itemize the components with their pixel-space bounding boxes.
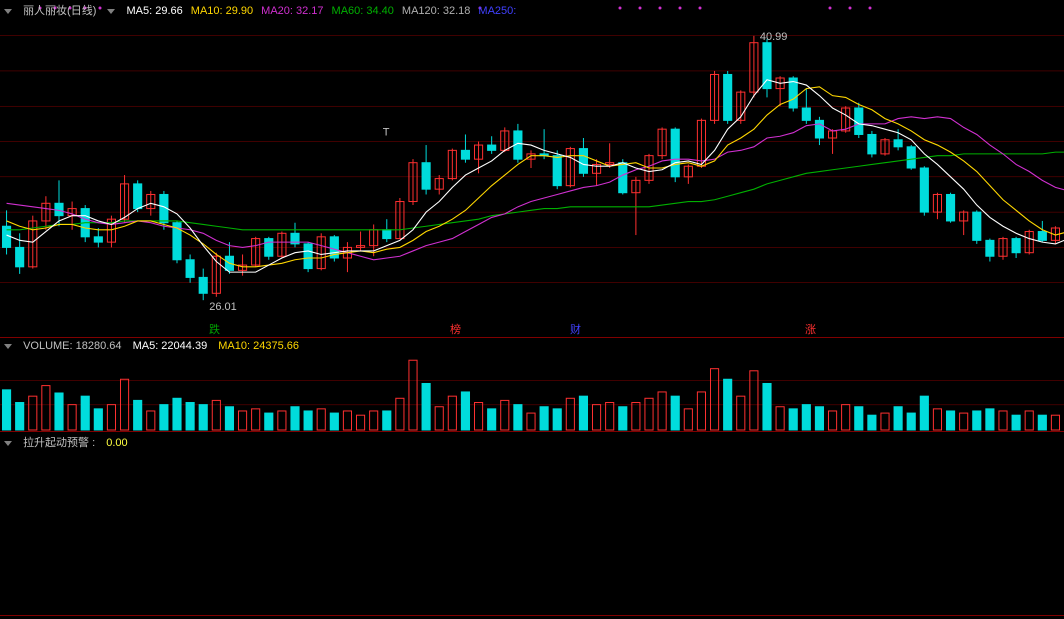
svg-text:T: T bbox=[383, 127, 390, 139]
indicator-panel[interactable]: 拉升起动预警 : 0.00 bbox=[0, 432, 1064, 616]
stock-title: 丽人丽妆(日线) bbox=[23, 5, 96, 17]
chevron-down-icon[interactable] bbox=[107, 9, 115, 14]
volume-label: VOLUME: 18280.64 bbox=[23, 340, 121, 352]
ma-label: MA120: 32.18 bbox=[402, 5, 471, 17]
volume-chart-svg bbox=[0, 338, 1064, 432]
indicator-title: 拉升起动预警 : bbox=[23, 437, 95, 449]
price-chart-panel[interactable]: 丽人丽妆(日线) MA5: 29.66 MA10: 29.90 MA20: 32.1… bbox=[0, 0, 1064, 338]
svg-text:40.99: 40.99 bbox=[760, 31, 788, 43]
indicator-header: 拉升起动预警 : 0.00 bbox=[4, 434, 136, 450]
indicator-value: 0.00 bbox=[106, 437, 127, 449]
chart-tag: 涨 bbox=[805, 321, 816, 337]
chevron-down-icon[interactable] bbox=[4, 344, 12, 349]
volume-header: VOLUME: 18280.64 MA5: 22044.39 MA10: 243… bbox=[4, 340, 307, 352]
ma-label: MA5: 29.66 bbox=[127, 5, 183, 17]
chevron-down-icon[interactable] bbox=[4, 9, 12, 14]
price-chart-svg: 40.99 26.01 T bbox=[0, 0, 1064, 338]
chart-tag: 榜 bbox=[450, 321, 461, 337]
ma-label: MA10: 29.90 bbox=[191, 5, 253, 17]
ma-label: MA250: bbox=[478, 5, 516, 17]
volume-ma10-label: MA10: 24375.66 bbox=[218, 340, 299, 352]
ma-label: MA60: 34.40 bbox=[332, 5, 394, 17]
price-header: 丽人丽妆(日线) MA5: 29.66 MA10: 29.90 MA20: 32.1… bbox=[4, 2, 532, 18]
chevron-down-icon[interactable] bbox=[4, 441, 12, 446]
indicator-svg bbox=[0, 432, 300, 582]
volume-ma5-label: MA5: 22044.39 bbox=[133, 340, 208, 352]
svg-text:26.01: 26.01 bbox=[209, 301, 237, 313]
chart-tag: 财 bbox=[570, 321, 581, 337]
volume-chart-panel[interactable]: VOLUME: 18280.64 MA5: 22044.39 MA10: 243… bbox=[0, 338, 1064, 432]
chart-tag: 跌 bbox=[209, 321, 220, 337]
ma-label: MA20: 32.17 bbox=[261, 5, 323, 17]
